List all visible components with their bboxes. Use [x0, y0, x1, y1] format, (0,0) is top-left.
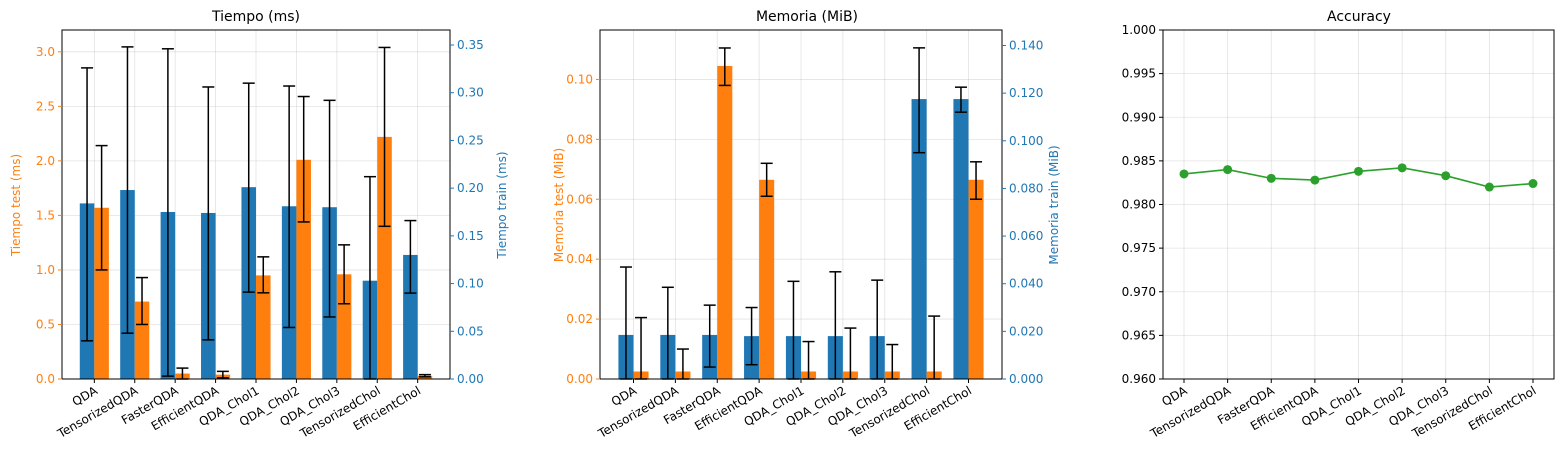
accuracy-point-fasterqda [1266, 173, 1276, 183]
memory-bar-left-fasterqda [717, 65, 733, 380]
memory-y-right-tick-label: 0.000 [1009, 372, 1043, 386]
time-chart-title: Tiempo (ms) [211, 9, 300, 25]
time-bar-right-efficientchol [403, 254, 418, 379]
time-y-right-tick-label: 0.25 [457, 133, 484, 147]
accuracy-point-qda-chol2 [1397, 163, 1407, 173]
memory-bar-right-efficientchol [953, 99, 969, 379]
accuracy-point-qda-chol3 [1441, 171, 1451, 181]
time-right-axis-label: Tiempo train (ms) [495, 151, 509, 259]
accuracy-chart-title: Accuracy [1327, 9, 1391, 25]
accuracy-point-tensorizedqda [1223, 165, 1233, 175]
memory-bar-right-tensorizedchol [911, 99, 927, 379]
time-bar-left-tensorizedqda [134, 301, 150, 379]
memory-bar-left-efficientchol [968, 179, 984, 379]
accuracy-y-tick-label: 1.000 [1122, 23, 1156, 37]
memory-chart-title: Memoria (MiB) [756, 9, 858, 25]
memory-y-left-tick-label: 0.00 [566, 372, 593, 386]
time-y-right-tick-label: 0.15 [457, 229, 484, 243]
accuracy-y-tick-label: 0.995 [1122, 67, 1156, 81]
memory-chart: Memoria (MiB) Memoria test (MiB) Memoria… [552, 9, 1061, 441]
accuracy-y-tick-label: 0.990 [1122, 110, 1156, 124]
time-bar-left-qda-chol3 [336, 274, 352, 379]
accuracy-y-tick-label: 0.980 [1122, 198, 1156, 212]
accuracy-point-qda [1179, 169, 1189, 179]
time-y-left-tick-label: 0.0 [36, 372, 55, 386]
memory-y-left-tick-label: 0.02 [566, 312, 593, 326]
time-left-axis-label: Tiempo test (ms) [9, 154, 23, 257]
time-y-left-tick-label: 3.0 [36, 45, 55, 59]
accuracy-y-tick-label: 0.985 [1122, 154, 1156, 168]
memory-y-right-tick-label: 0.120 [1009, 86, 1043, 100]
memory-left-axis-label: Memoria test (MiB) [552, 148, 566, 262]
memory-y-left-tick-label: 0.10 [566, 72, 593, 86]
time-y-left-tick-label: 2.5 [36, 99, 55, 113]
time-y-left-tick-label: 0.5 [36, 317, 55, 331]
accuracy-y-tick-label: 0.960 [1122, 372, 1156, 386]
memory-y-left-tick-label: 0.06 [566, 192, 593, 206]
memory-y-right-tick-label: 0.040 [1009, 277, 1043, 291]
time-bar-left-tensorizedchol [377, 136, 392, 379]
time-bar-left-qda [94, 207, 109, 379]
time-y-right-tick-label: 0.05 [457, 324, 484, 338]
accuracy-point-tensorizedchol [1484, 182, 1494, 192]
accuracy-y-tick-label: 0.975 [1122, 241, 1156, 255]
time-y-left-tick-label: 1.5 [36, 208, 55, 222]
time-y-left-tick-label: 2.0 [36, 154, 55, 168]
time-y-right-tick-label: 0.35 [457, 38, 484, 52]
accuracy-y-tick-label: 0.965 [1122, 328, 1156, 342]
accuracy-point-efficientchol [1528, 179, 1538, 189]
memory-y-right-tick-label: 0.060 [1009, 229, 1043, 243]
time-y-right-tick-label: 0.10 [457, 277, 484, 291]
time-y-right-tick-label: 0.20 [457, 181, 484, 195]
time-y-right-tick-label: 0.00 [457, 372, 484, 386]
accuracy-y-tick-label: 0.970 [1122, 285, 1156, 299]
time-chart: Tiempo (ms) Tiempo test (ms) Tiempo trai… [9, 9, 509, 441]
memory-right-axis-label: Memoria train (MiB) [1047, 145, 1061, 264]
accuracy-point-efficientqda [1310, 175, 1320, 185]
time-y-left-tick-label: 1.0 [36, 263, 55, 277]
memory-y-left-tick-label: 0.04 [566, 252, 593, 266]
memory-y-right-tick-label: 0.080 [1009, 181, 1043, 195]
memory-y-right-tick-label: 0.140 [1009, 38, 1043, 52]
accuracy-point-qda-chol1 [1354, 166, 1363, 176]
memory-bar-left-efficientqda [759, 179, 775, 379]
memory-y-right-tick-label: 0.100 [1009, 134, 1043, 148]
time-bar-left-qda-chol1 [256, 275, 271, 379]
memory-y-left-tick-label: 0.08 [566, 132, 593, 146]
accuracy-chart: Accuracy 0.960 0.965 0.970 0.975 0.980 0.985 0… [1122, 9, 1555, 441]
time-bar-left-qda-chol2 [296, 159, 311, 379]
accuracy-x-tick-label-qda: QDA [1159, 383, 1190, 409]
memory-y-right-tick-label: 0.020 [1009, 324, 1043, 338]
time-y-right-tick-label: 0.30 [457, 86, 484, 100]
